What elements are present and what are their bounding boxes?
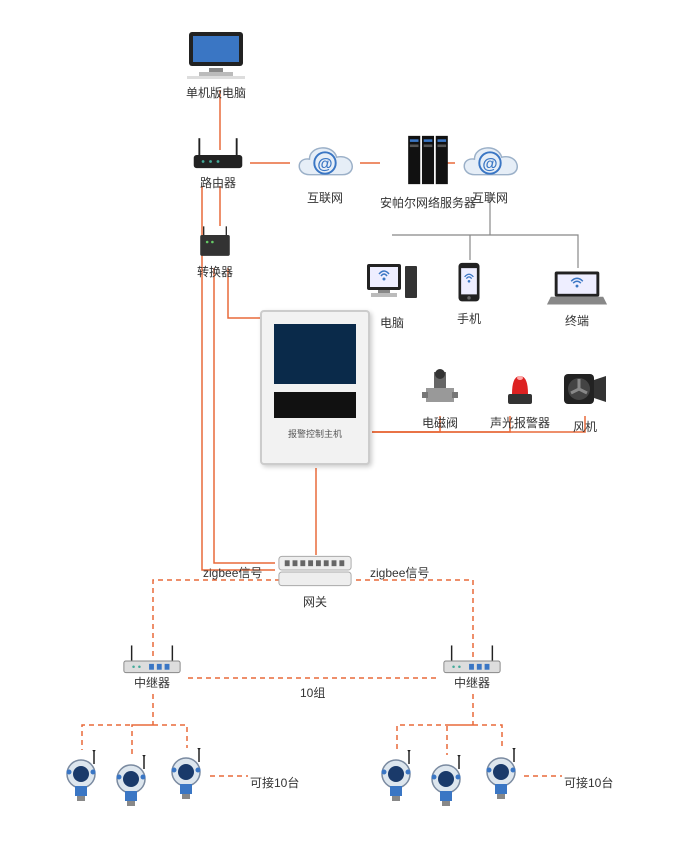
server-icon: [403, 130, 453, 190]
node-pc-standalone: 单机版电脑: [185, 30, 247, 101]
svg-text:@: @: [482, 155, 497, 172]
cloud-icon: @: [290, 140, 360, 185]
node-router: 路由器: [190, 140, 246, 191]
node-client-pc: 电脑: [365, 260, 419, 331]
valve-icon: [420, 370, 460, 410]
node-sensor: [375, 750, 417, 802]
phone-icon: [455, 260, 483, 306]
node-repeater-left: 中继器: [120, 650, 184, 691]
repeater-right-label: 中继器: [454, 674, 490, 691]
node-sensor: [110, 755, 152, 807]
node-internet2: @ 互联网: [455, 140, 525, 206]
node-alarm: 声光报警器: [490, 370, 550, 431]
node-sensor: [60, 750, 102, 802]
valve-label: 电磁阀: [422, 414, 458, 431]
gateway-label: 网关: [303, 593, 327, 610]
node-valve: 电磁阀: [420, 370, 460, 431]
sensors-cap-right: 可接10台: [564, 774, 613, 791]
node-client-terminal: 终端: [545, 268, 609, 329]
node-sensor: [165, 748, 207, 800]
zigbee-right-label: zigbee信号: [370, 564, 429, 581]
node-sensor: [480, 748, 522, 800]
node-sensor: [425, 755, 467, 807]
control-panel-icon: 报警控制主机: [260, 310, 370, 465]
zigbee-left-label: zigbee信号: [203, 564, 262, 581]
sensor-icon: [165, 748, 207, 800]
node-gateway: 网关: [275, 555, 355, 610]
sensors-cap-left: 可接10台: [250, 774, 299, 791]
groups-label: 10组: [300, 684, 325, 701]
node-repeater-right: 中继器: [440, 650, 504, 691]
alarm-label: 声光报警器: [490, 414, 550, 431]
sensor-icon: [375, 750, 417, 802]
internet2-label: 互联网: [472, 189, 508, 206]
node-converter: 转换器: [195, 225, 235, 280]
desktop-icon: [185, 30, 247, 80]
fan-label: 风机: [573, 418, 597, 435]
panel-caption: 报警控制主机: [262, 427, 368, 440]
repeater-left-label: 中继器: [134, 674, 170, 691]
pc-standalone-label: 单机版电脑: [186, 84, 246, 101]
sensor-icon: [480, 748, 522, 800]
repeater-icon: [120, 650, 184, 670]
client-pc-label: 电脑: [380, 314, 404, 331]
router-label: 路由器: [200, 174, 236, 191]
sensor-icon: [60, 750, 102, 802]
converter-label: 转换器: [197, 263, 233, 280]
alarm-icon: [500, 370, 540, 410]
client-phone-label: 手机: [457, 310, 481, 327]
fan-icon: [560, 366, 610, 414]
node-client-phone: 手机: [455, 260, 483, 327]
node-fan: 风机: [560, 366, 610, 435]
node-control-panel: 报警控制主机: [260, 310, 370, 465]
desktop-icon: [365, 260, 419, 310]
node-internet1: @ 互联网: [290, 140, 360, 206]
sensor-icon: [425, 755, 467, 807]
client-terminal-label: 终端: [565, 312, 589, 329]
cloud-icon: @: [455, 140, 525, 185]
sensor-icon: [110, 755, 152, 807]
laptop-icon: [545, 268, 609, 308]
gateway-icon: [275, 555, 355, 589]
converter-icon: [195, 225, 235, 259]
router-icon: [190, 140, 246, 170]
repeater-icon: [440, 650, 504, 670]
internet1-label: 互联网: [307, 189, 343, 206]
svg-text:@: @: [317, 155, 332, 172]
